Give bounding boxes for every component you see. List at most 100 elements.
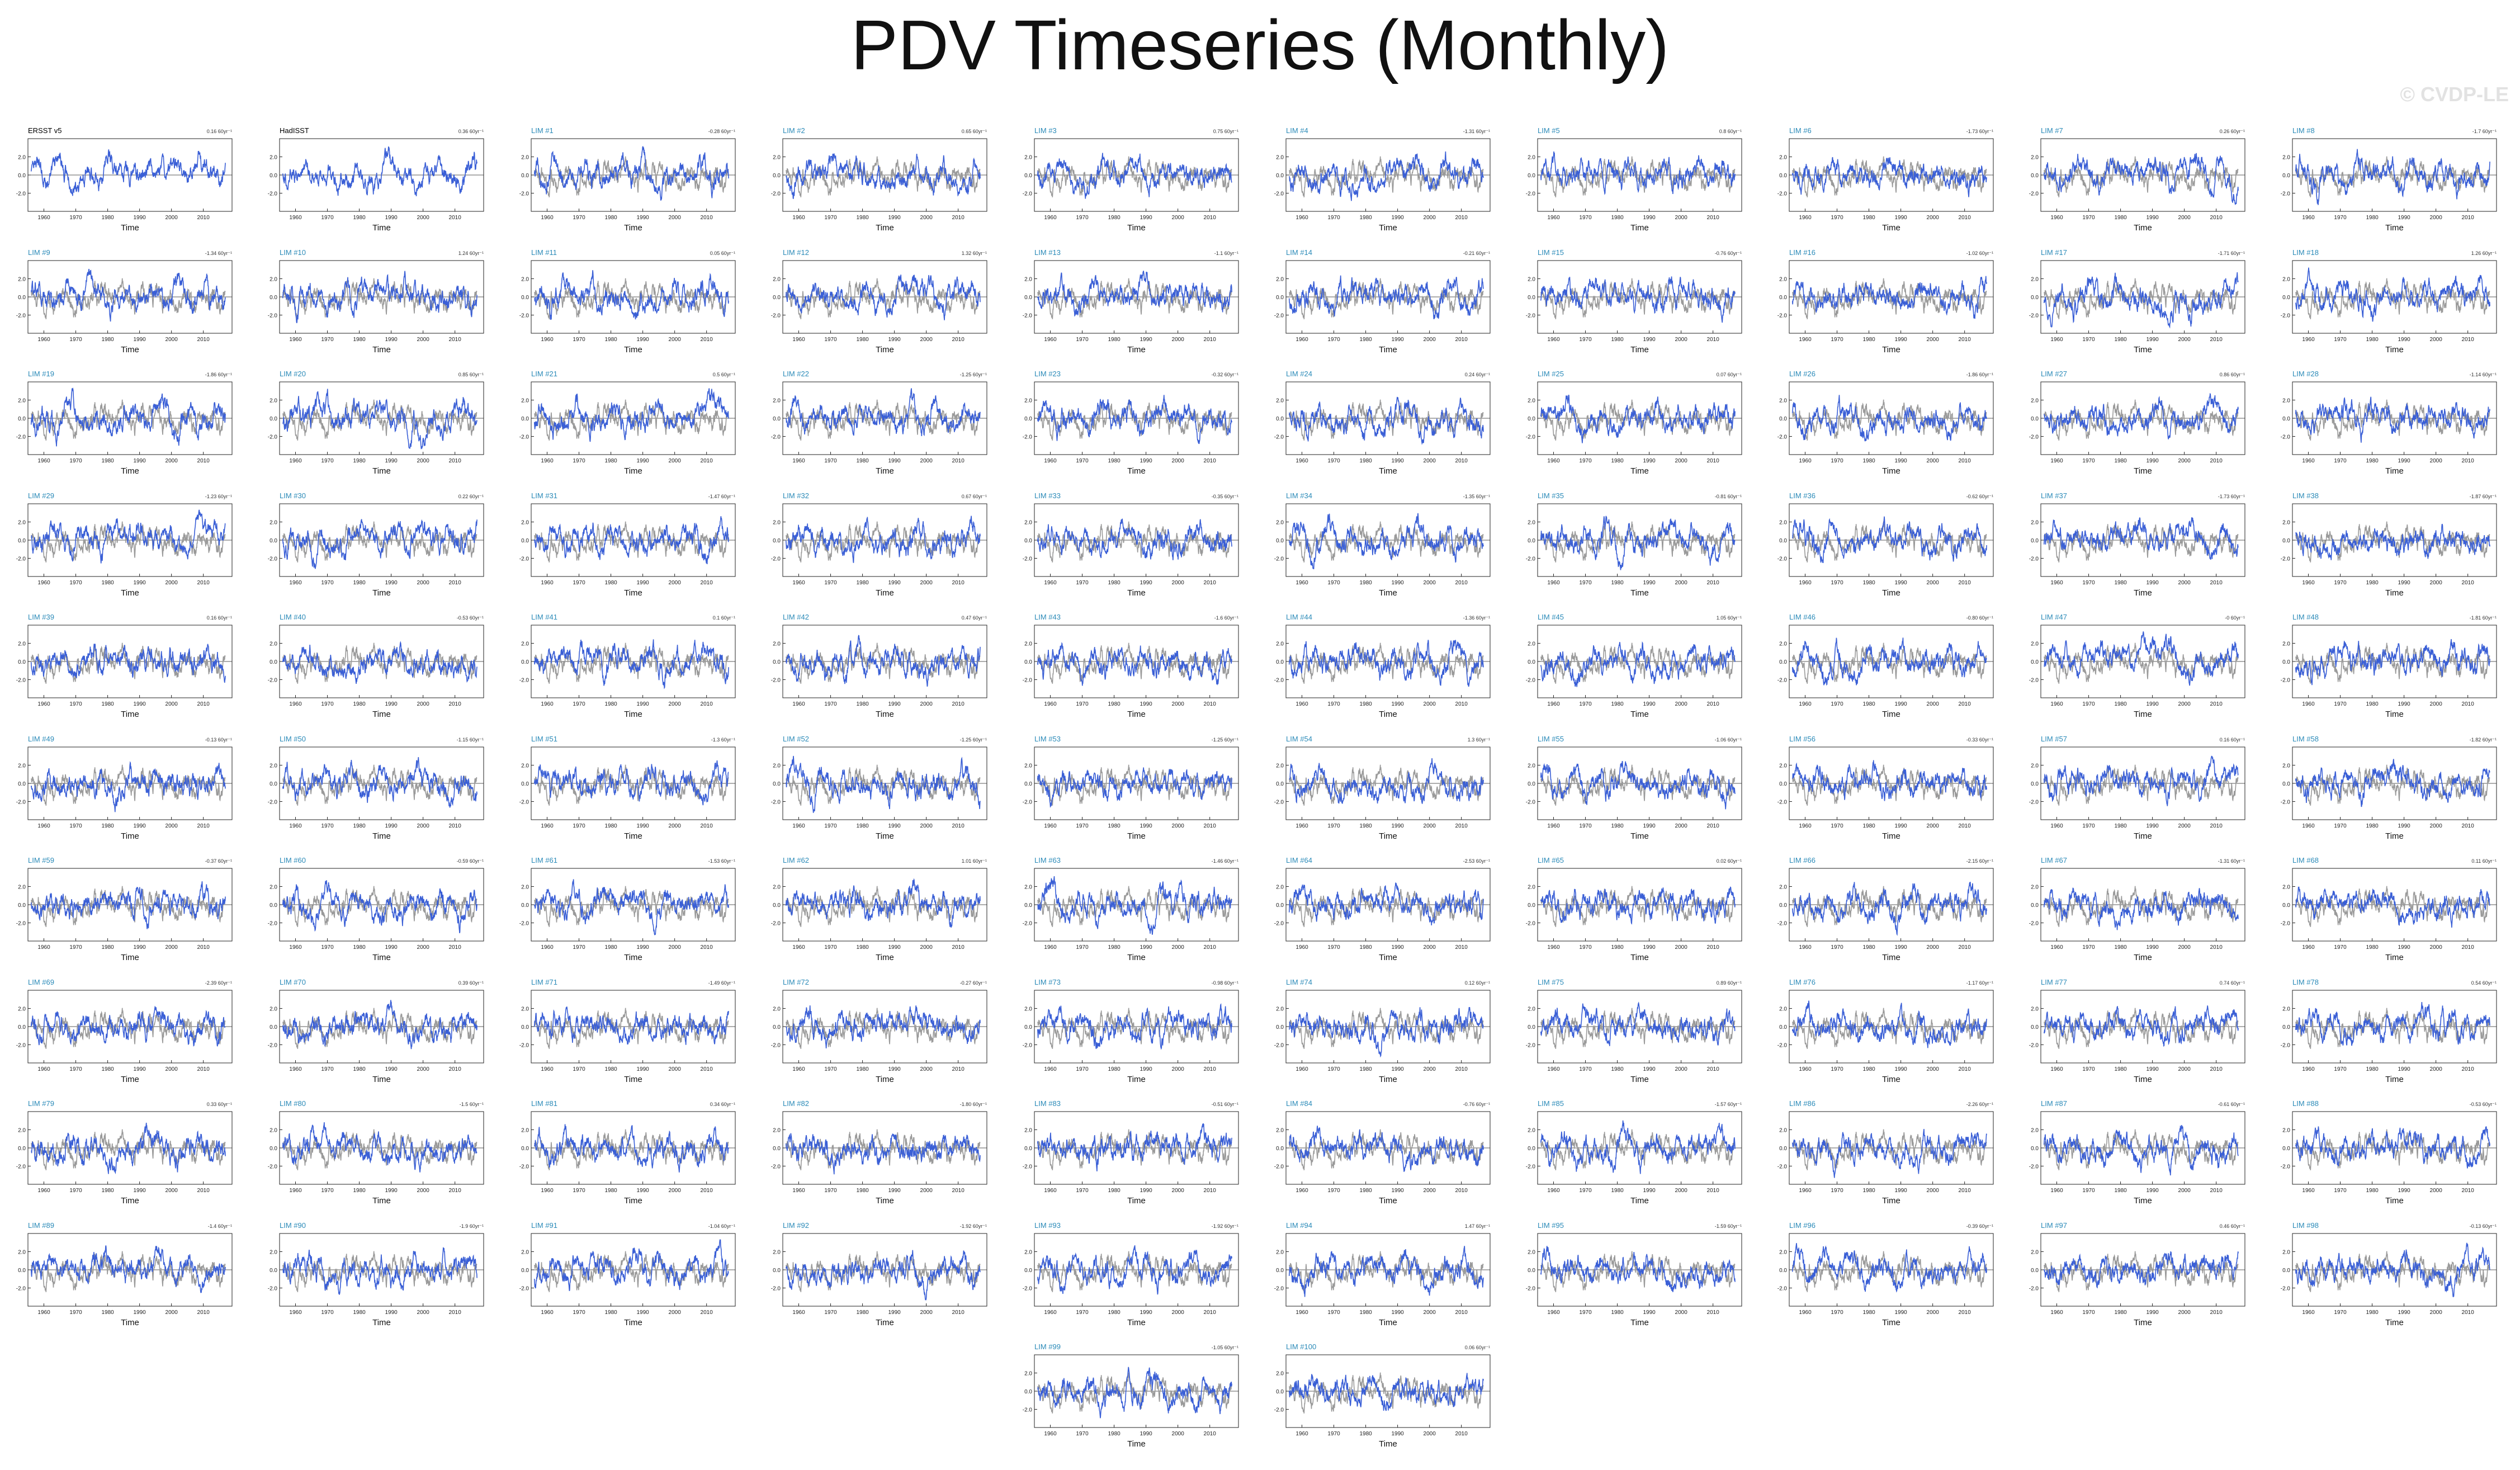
member-series-line [1288,513,1484,569]
x-tick-label: 2010 [701,1310,713,1316]
panel-title: LIM #15 [1538,248,1564,257]
panel-title: LIM #12 [783,248,809,257]
chart-panel: LIM #59 -0.37 60yr⁻¹ -2.0 0.0 2.0 1960 1970 198… [6,852,235,967]
x-tick-label: 2010 [1455,1431,1468,1437]
y-tick-label: -2.0 [2281,799,2291,805]
x-tick-label: 2000 [1172,823,1185,829]
x-tick-label: 2000 [920,458,933,464]
y-tick-label: 2.0 [18,1128,26,1134]
chart-panel: LIM #62 1.01 60yr⁻¹ -2.0 0.0 2.0 1960 1970 1980… [760,852,990,967]
x-axis-label: Time [1127,223,1146,233]
x-tick-label: 1970 [2334,701,2347,707]
y-tick-label: 2.0 [1024,276,1032,282]
member-series-line [282,146,477,197]
y-tick-label: 0.0 [2282,295,2290,301]
panel-trend-label: -0.32 60yr⁻¹ [1212,372,1238,377]
panel-title: LIM #90 [280,1221,306,1230]
y-tick-label: 0.0 [1276,902,1284,909]
member-series-line [1037,767,1232,808]
y-tick-label: -2.0 [268,1042,278,1048]
x-tick-label: 1980 [1108,215,1120,221]
x-tick-label: 1990 [1140,458,1152,464]
observed-series-line [1037,764,1232,806]
x-tick-label: 1960 [541,337,554,343]
y-tick-label: 2.0 [270,1128,277,1134]
x-tick-label: 2000 [2178,458,2191,464]
x-axis-label: Time [1630,345,1649,354]
x-tick-label: 1970 [573,1188,585,1194]
y-tick-label: 0.0 [1024,781,1032,787]
y-tick-label: -2.0 [1274,799,1284,805]
observed-series-line [1791,764,1987,806]
chart-panel: LIM #58 -1.82 60yr⁻¹ -2.0 0.0 2.0 1960 1970 198… [2270,730,2499,845]
x-tick-label: 2000 [1675,1188,1688,1194]
x-tick-label: 1960 [1547,823,1560,829]
x-tick-label: 1990 [1140,580,1152,586]
x-tick-label: 2010 [701,1188,713,1194]
x-tick-label: 1960 [1296,337,1308,343]
x-axis-label: Time [624,1075,642,1084]
chart-panel: LIM #27 0.86 60yr⁻¹ -2.0 0.0 2.0 1960 1970 1980… [2018,365,2248,480]
member-series-line [1288,1006,1484,1057]
panel-trend-label: -0.80 60yr⁻¹ [1966,615,1993,621]
chart-panel: LIM #40 -0.53 60yr⁻¹ -2.0 0.0 2.0 1960 1970 198… [257,608,486,724]
x-axis-label: Time [1379,831,1397,841]
y-tick-label: 2.0 [1779,885,1787,891]
observed-series-line [533,521,729,563]
x-tick-label: 1970 [1076,1310,1089,1316]
x-axis-label: Time [1882,831,1900,841]
x-tick-label: 1960 [541,458,554,464]
y-tick-label: -2.0 [1023,313,1033,319]
member-series-line [1791,637,1987,686]
x-tick-label: 1970 [1831,823,1843,829]
chart-panel: LIM #93 -1.92 60yr⁻¹ -2.0 0.0 2.0 1960 1970 198… [1012,1217,1241,1332]
x-tick-label: 1970 [573,1310,585,1316]
chart-panel: LIM #38 -1.87 60yr⁻¹ -2.0 0.0 2.0 1960 1970 198… [2270,487,2499,602]
member-series-line [2043,517,2239,560]
member-series-line [1288,151,1484,201]
x-tick-label: 1980 [101,823,114,829]
panel-title: LIM #86 [1789,1099,1815,1108]
x-axis-label: Time [1882,953,1900,962]
x-tick-label: 2000 [2178,944,2191,951]
y-tick-label: 0.0 [1779,659,1787,665]
x-tick-label: 1960 [2050,1310,2063,1316]
y-tick-label: -2.0 [268,678,278,684]
x-axis-label: Time [2134,1196,2152,1206]
x-tick-label: 1990 [1643,337,1656,343]
member-series-line [785,388,981,437]
panel-trend-label: -0.81 60yr⁻¹ [1715,494,1742,499]
chart-panel: LIM #99 -1.05 60yr⁻¹ -2.0 0.0 2.0 1960 1970 198… [1012,1338,1241,1453]
y-tick-label: -2.0 [16,434,26,441]
x-tick-label: 1990 [1643,580,1656,586]
x-tick-label: 1980 [101,1066,114,1072]
x-tick-label: 2010 [1455,337,1468,343]
observed-series-line [1540,1251,1736,1292]
y-tick-label: 2.0 [521,1006,529,1012]
x-axis-label: Time [1630,710,1649,719]
member-series-line [533,639,729,689]
x-tick-label: 2010 [197,944,210,951]
y-tick-label: 0.0 [1276,781,1284,787]
x-tick-label: 1990 [888,215,901,221]
member-series-line [785,153,981,199]
x-tick-label: 2000 [417,1066,430,1072]
x-tick-label: 1970 [1831,337,1843,343]
y-tick-label: -2.0 [16,556,26,562]
member-series-line [785,274,981,320]
x-tick-label: 1980 [101,701,114,707]
x-tick-label: 2000 [920,1310,933,1316]
panel-trend-label: -0.39 60yr⁻¹ [1966,1223,1993,1229]
x-axis-label: Time [1882,710,1900,719]
y-tick-label: 0.0 [521,781,529,787]
x-tick-label: 1960 [2302,701,2315,707]
y-tick-label: -2.0 [2029,799,2039,805]
x-axis-label: Time [372,1075,391,1084]
y-tick-label: -2.0 [771,191,781,197]
x-tick-label: 1960 [792,337,805,343]
x-tick-label: 1990 [133,580,146,586]
